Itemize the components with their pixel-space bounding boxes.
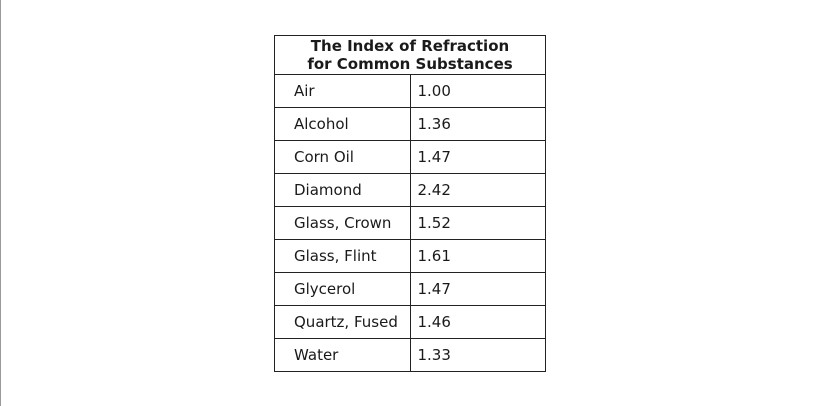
substance-cell: Water <box>274 338 411 372</box>
index-cell: 1.61 <box>409 239 546 273</box>
table-row: Air 1.00 <box>274 74 546 108</box>
table-row: Corn Oil 1.47 <box>274 140 546 174</box>
refraction-index-table: The Index of Refraction for Common Subst… <box>274 35 546 372</box>
substance-cell: Glass, Crown <box>274 206 411 240</box>
substance-cell: Diamond <box>274 173 411 207</box>
substance-cell: Glycerol <box>274 272 411 306</box>
table-row: Alcohol 1.36 <box>274 107 546 141</box>
substance-cell: Alcohol <box>274 107 411 141</box>
index-cell: 1.52 <box>409 206 546 240</box>
substance-cell: Corn Oil <box>274 140 411 174</box>
index-cell: 2.42 <box>409 173 546 207</box>
substance-cell: Air <box>274 74 411 108</box>
table-title: The Index of Refraction for Common Subst… <box>274 35 546 75</box>
index-cell: 1.47 <box>409 272 546 306</box>
index-cell: 1.00 <box>409 74 546 108</box>
substance-cell: Quartz, Fused <box>274 305 411 339</box>
table-title-row: The Index of Refraction for Common Subst… <box>274 35 546 75</box>
table-row: Water 1.33 <box>274 338 546 372</box>
table-row: Glass, Crown 1.52 <box>274 206 546 240</box>
table-row: Glass, Flint 1.61 <box>274 239 546 273</box>
table-row: Diamond 2.42 <box>274 173 546 207</box>
table-row: Quartz, Fused 1.46 <box>274 305 546 339</box>
table-row: Glycerol 1.47 <box>274 272 546 306</box>
index-cell: 1.36 <box>409 107 546 141</box>
index-cell: 1.46 <box>409 305 546 339</box>
substance-cell: Glass, Flint <box>274 239 411 273</box>
table-title-line-1: The Index of Refraction <box>310 37 510 55</box>
table-title-line-2: for Common Substances <box>307 55 513 73</box>
index-cell: 1.47 <box>409 140 546 174</box>
index-cell: 1.33 <box>409 338 546 372</box>
